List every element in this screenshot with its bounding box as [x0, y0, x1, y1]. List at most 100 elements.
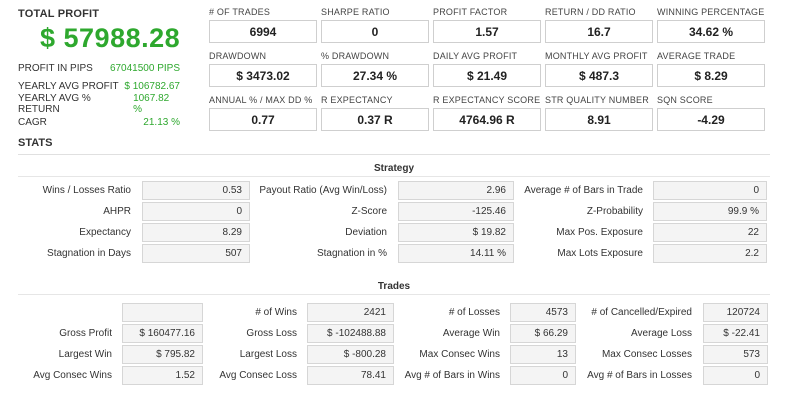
summary-row-value: $ 106782.67 [124, 80, 180, 92]
stat-label: Wins / Losses Ratio [42, 185, 131, 196]
kpi-value: 1.57 [433, 20, 541, 43]
summary-row-profit-in-pips: PROFIT IN PIPS 67041500 PIPS [18, 59, 194, 77]
summary-row-label: YEARLY AVG PROFIT [18, 80, 119, 92]
kpi-sharpe-ratio: SHARPE RATIO 0 [321, 7, 429, 51]
stat-value: 2.96 [398, 181, 514, 200]
stat-value: 507 [142, 244, 250, 263]
trade-label: Max Consec Losses [601, 349, 692, 360]
kpi-label: SHARPE RATIO [321, 7, 390, 17]
kpi-label: DRAWDOWN [209, 51, 267, 61]
kpi-value: 4764.96 R [433, 108, 541, 131]
stat-label: Average # of Bars in Trade [524, 185, 643, 196]
kpi-value: 0.77 [209, 108, 317, 131]
summary-row-value: 67041500 PIPS [109, 62, 180, 74]
kpi-profit-factor: PROFIT FACTOR 1.57 [433, 7, 541, 51]
kpi-value: $ 3473.02 [209, 64, 317, 87]
strategy-divider [18, 176, 770, 177]
trade-value: $ -22.41 [703, 324, 768, 343]
trade-value: 13 [510, 345, 576, 364]
stat-label: AHPR [103, 206, 131, 217]
kpi-value: -4.29 [657, 108, 765, 131]
stat-label: Stagnation in % [316, 248, 387, 259]
kpi-grid: # OF TRADES 6994 SHARPE RATIO 0 PROFIT FAC… [209, 7, 765, 139]
trade-value: 4573 [510, 303, 576, 322]
kpi-value: $ 8.29 [657, 64, 765, 87]
kpi-label: DAILY AVG PROFIT [433, 51, 518, 61]
total-profit-panel: TOTAL PROFIT $ 57988.28 PROFIT IN PIPS 6… [18, 8, 194, 131]
kpi-str-quality-number: STR QUALITY NUMBER 8.91 [545, 95, 653, 139]
kpi-value: 8.91 [545, 108, 653, 131]
trade-value: 78.41 [307, 366, 394, 385]
trade-value: 0 [703, 366, 768, 385]
stat-label: Deviation [345, 227, 387, 238]
stat-value: 0 [142, 202, 250, 221]
stat-label: Z-Probability [586, 206, 643, 217]
trade-value: $ 66.29 [510, 324, 576, 343]
trade-label: Largest Win [58, 349, 112, 360]
trade-label: Avg # of Bars in Losses [587, 370, 692, 381]
stat-value: 0.53 [142, 181, 250, 200]
summary-row-label: YEARLY AVG % RETURN [18, 93, 91, 115]
trade-label: Largest Loss [239, 349, 297, 360]
trades-section-title: Trades [377, 281, 411, 292]
stat-value: 8.29 [142, 223, 250, 242]
kpi-r-expectancy-score: R EXPECTANCY SCORE 4764.96 R [433, 95, 541, 139]
trade-value: $ -102488.88 [307, 324, 394, 343]
kpi-value: $ 487.3 [545, 64, 653, 87]
stats-title: STATS [18, 137, 53, 149]
trade-value: 573 [703, 345, 768, 364]
summary-row-label: CAGR [18, 116, 47, 128]
trade-value: 2421 [307, 303, 394, 322]
trades-divider [18, 294, 770, 295]
stat-label: Z-Score [351, 206, 387, 217]
kpi-label: AVERAGE TRADE [657, 51, 736, 61]
kpi-label: RETURN / DD RATIO [545, 7, 636, 17]
trade-label: Gross Profit [59, 328, 112, 339]
trade-label: Average Loss [631, 328, 692, 339]
trade-value: $ -800.28 [307, 345, 394, 364]
trade-label: # of Cancelled/Expired [591, 307, 692, 318]
kpi-return-dd-ratio: RETURN / DD RATIO 16.7 [545, 7, 653, 51]
trade-label: Average Win [442, 328, 500, 339]
kpi-label: MONTHLY AVG PROFIT [545, 51, 648, 61]
strategy-section-title: Strategy [373, 163, 414, 174]
stat-value: 99.9 % [653, 202, 767, 221]
stat-value: 14.11 % [398, 244, 514, 263]
kpi-daily-avg-profit: DAILY AVG PROFIT $ 21.49 [433, 51, 541, 95]
stat-value: 0 [653, 181, 767, 200]
kpi-annual-max-dd: ANNUAL % / MAX DD % 0.77 [209, 95, 317, 139]
total-profit-value: $ 57988.28 [40, 23, 181, 53]
trade-value: $ 160477.16 [122, 324, 203, 343]
summary-rows: PROFIT IN PIPS 67041500 PIPS YEARLY AVG … [18, 59, 194, 131]
trade-label: # of Wins [255, 307, 297, 318]
trade-value: 0 [510, 366, 576, 385]
stat-label: Expectancy [79, 227, 131, 238]
kpi-sqn-score: SQN SCORE -4.29 [657, 95, 765, 139]
summary-row-cagr: CAGR 21.13 % [18, 113, 194, 131]
kpi-percent-drawdown: % DRAWDOWN 27.34 % [321, 51, 429, 95]
kpi-value: 16.7 [545, 20, 653, 43]
kpi-value: 6994 [209, 20, 317, 43]
kpi-label: R EXPECTANCY [321, 95, 393, 105]
stat-label: Max Pos. Exposure [556, 227, 643, 238]
stat-value: $ 19.82 [398, 223, 514, 242]
trade-value: 120724 [703, 303, 768, 322]
kpi-drawdown: DRAWDOWN $ 3473.02 [209, 51, 317, 95]
stat-value: 2.2 [653, 244, 767, 263]
kpi-value: 34.62 % [657, 20, 765, 43]
trade-value: $ 795.82 [122, 345, 203, 364]
trade-label: Gross Loss [246, 328, 297, 339]
trade-value: 1.52 [122, 366, 203, 385]
total-profit-label: TOTAL PROFIT [18, 8, 100, 20]
kpi-label: ANNUAL % / MAX DD % [209, 95, 313, 105]
kpi-value: $ 21.49 [433, 64, 541, 87]
kpi-value: 0.37 R [321, 108, 429, 131]
trade-label: Max Consec Wins [419, 349, 500, 360]
kpi-label: PROFIT FACTOR [433, 7, 508, 17]
summary-row-yearly-avg-return: YEARLY AVG % RETURN 1067.82 % [18, 93, 194, 115]
stat-label: Max Lots Exposure [557, 248, 643, 259]
kpi-monthly-avg-profit: MONTHLY AVG PROFIT $ 487.3 [545, 51, 653, 95]
kpi-label: WINNING PERCENTAGE [657, 7, 765, 17]
kpi-label: SQN SCORE [657, 95, 713, 105]
stat-label: Payout Ratio (Avg Win/Loss) [259, 185, 387, 196]
